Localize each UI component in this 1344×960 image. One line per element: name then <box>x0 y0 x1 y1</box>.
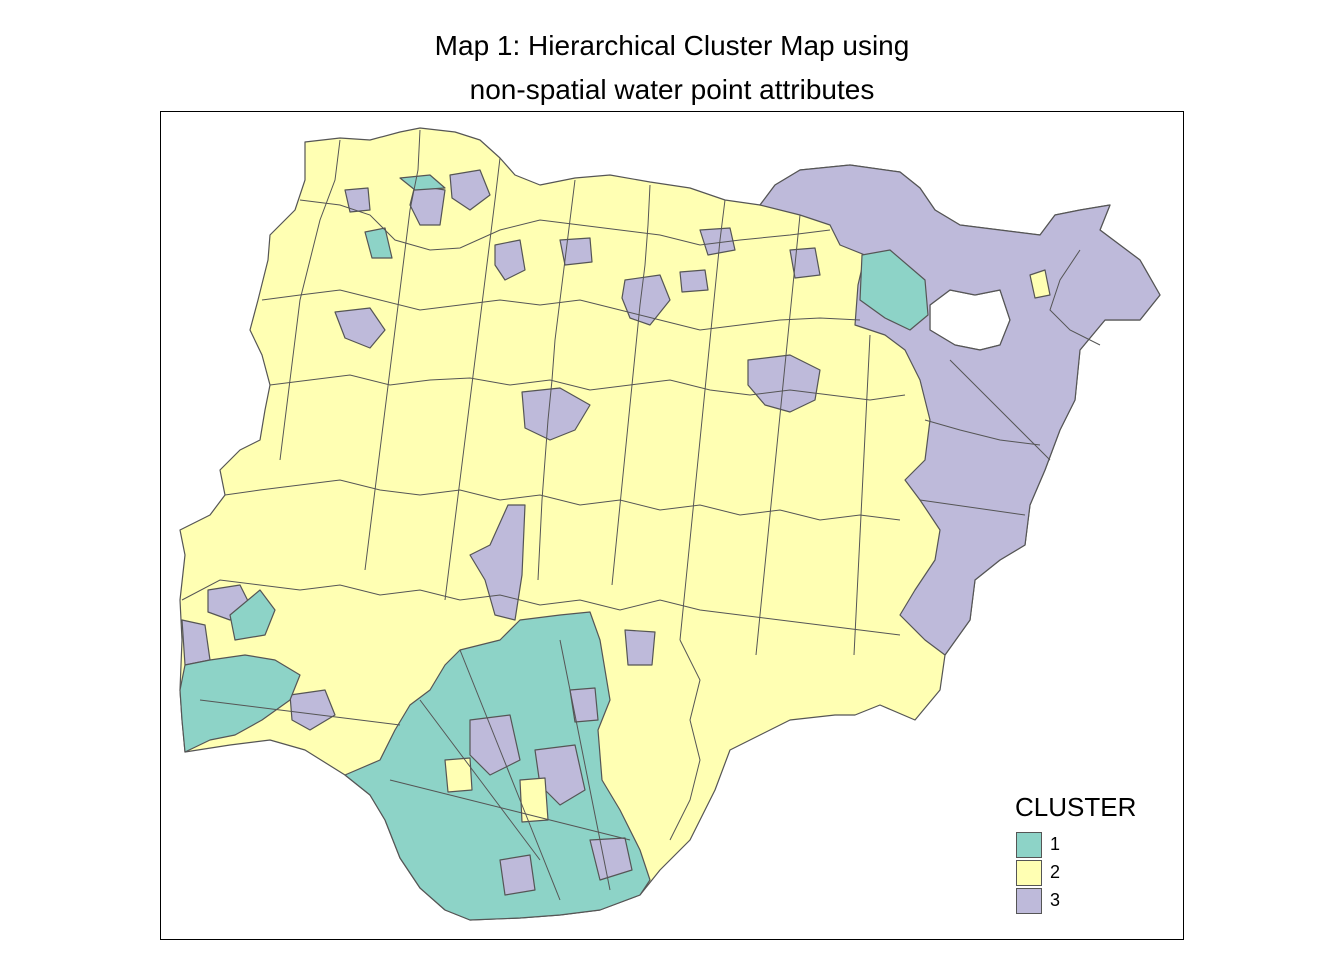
legend-swatch-cluster-2 <box>1016 860 1042 886</box>
legend-label-cluster-3: 3 <box>1050 890 1060 911</box>
legend-swatch-cluster-3 <box>1016 888 1042 914</box>
legend-swatch-cluster-1 <box>1016 832 1042 858</box>
region-cluster-3 <box>182 620 210 665</box>
region-cluster-3 <box>500 855 535 895</box>
region-cluster-3 <box>570 688 598 722</box>
legend-title: CLUSTER <box>1015 792 1136 823</box>
region-cluster-3 <box>680 270 708 292</box>
legend-label-cluster-2: 2 <box>1050 862 1060 883</box>
region-cluster-3 <box>625 630 655 665</box>
legend-label-cluster-1: 1 <box>1050 834 1060 855</box>
region-cluster-2 <box>520 778 548 822</box>
region-cluster-2 <box>445 758 472 792</box>
